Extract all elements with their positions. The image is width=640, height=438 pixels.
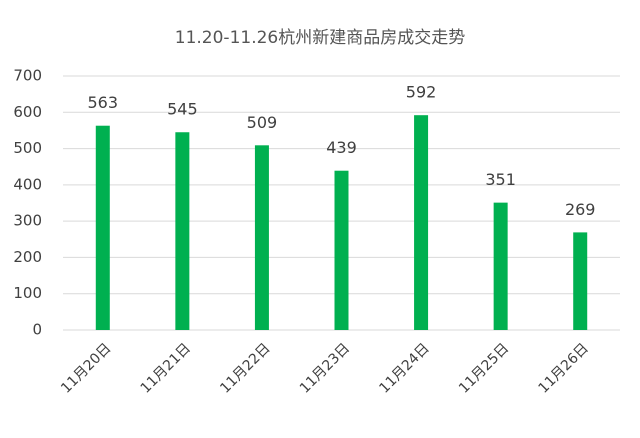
bar xyxy=(175,132,190,330)
x-tick-label: 11月20日 xyxy=(58,340,114,396)
data-label: 563 xyxy=(88,93,119,112)
x-tick-label: 11月25日 xyxy=(456,340,512,396)
bar xyxy=(493,202,508,330)
y-tick-label: 700 xyxy=(13,67,42,85)
data-label: 592 xyxy=(406,83,437,102)
y-tick-label: 200 xyxy=(13,248,42,266)
bar xyxy=(95,125,110,330)
chart-title: 11.20-11.26杭州新建商品房成交走势 xyxy=(175,28,465,48)
data-label: 545 xyxy=(167,100,198,119)
bar xyxy=(254,145,269,330)
x-tick-label: 11月26日 xyxy=(536,340,592,396)
y-tick-label: 100 xyxy=(13,284,42,302)
y-tick-label: 500 xyxy=(13,139,42,157)
x-tick-label: 11月21日 xyxy=(138,340,194,396)
data-label: 269 xyxy=(565,200,596,219)
y-tick-label: 600 xyxy=(13,103,42,121)
data-label: 439 xyxy=(326,138,357,157)
y-tick-label: 0 xyxy=(32,321,42,339)
data-label: 351 xyxy=(485,170,516,189)
y-tick-label: 300 xyxy=(13,212,42,230)
x-tick-label: 11月24日 xyxy=(376,340,432,396)
bar xyxy=(414,115,429,330)
bar xyxy=(573,232,588,330)
data-label: 509 xyxy=(247,113,278,132)
x-tick-label: 11月22日 xyxy=(217,340,273,396)
bar xyxy=(334,170,349,330)
y-tick-label: 400 xyxy=(13,175,42,193)
x-tick-label: 11月23日 xyxy=(297,340,353,396)
